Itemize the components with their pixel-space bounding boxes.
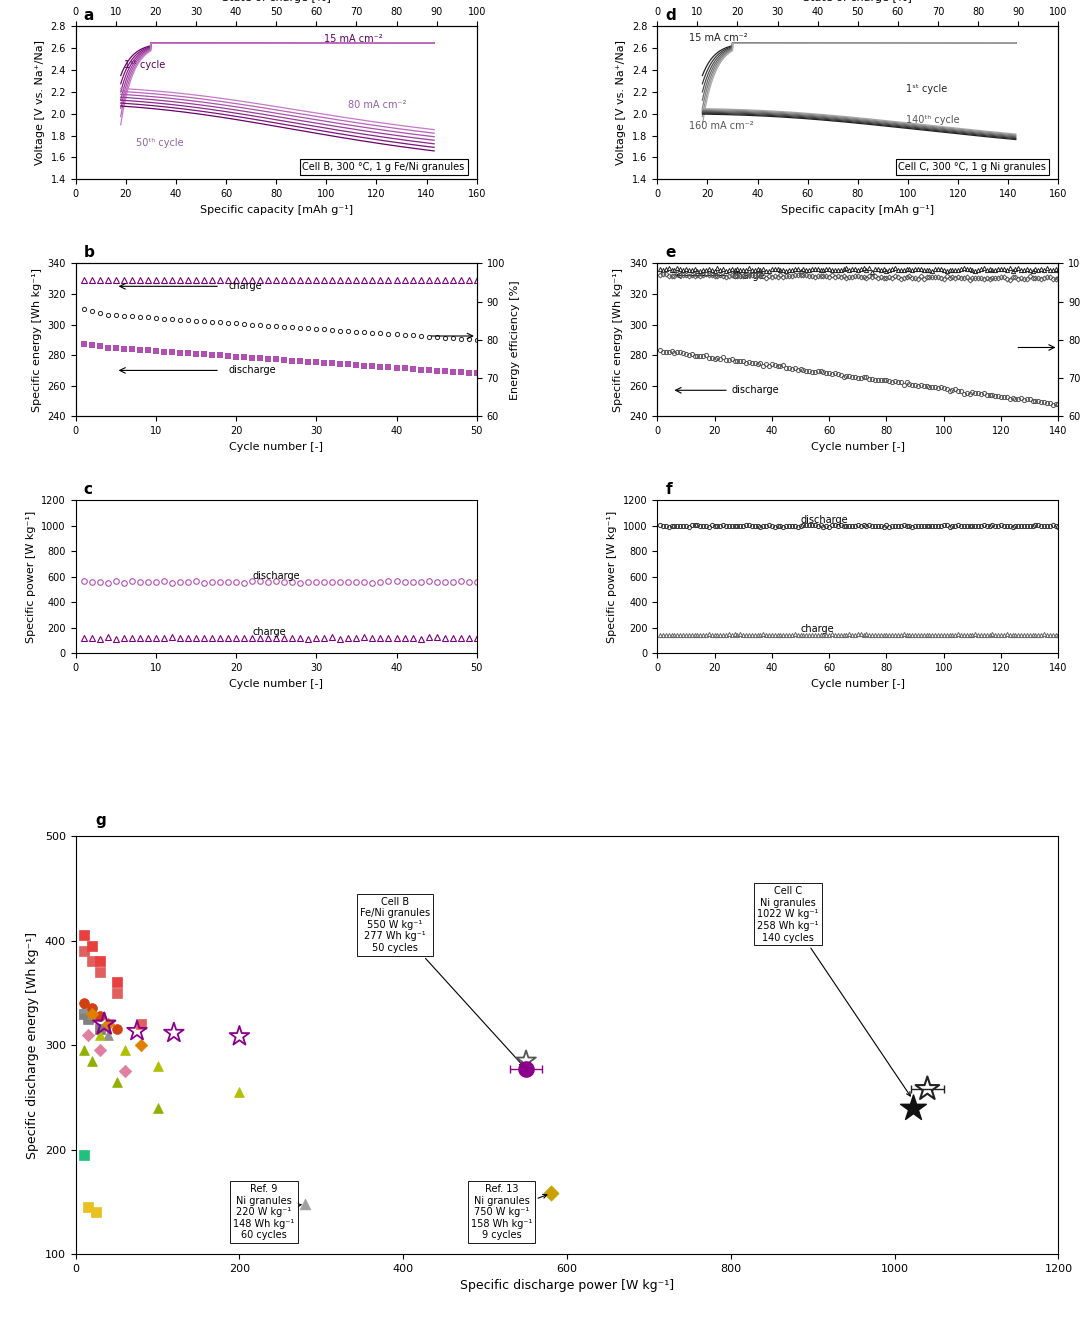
- Text: discharge: discharge: [800, 515, 848, 525]
- Point: [517, 1051, 535, 1072]
- X-axis label: Specific capacity [mAh g⁻¹]: Specific capacity [mAh g⁻¹]: [781, 205, 934, 215]
- Y-axis label: Energy efficiency [%]: Energy efficiency [%]: [511, 280, 521, 400]
- Point: [76, 1040, 93, 1061]
- Point: [99, 1014, 117, 1035]
- Point: [79, 1196, 96, 1217]
- Point: [76, 925, 93, 946]
- Point: [99, 1024, 117, 1045]
- Point: [149, 1056, 166, 1077]
- Point: [108, 1019, 125, 1040]
- Text: 15 mA cm⁻²: 15 mA cm⁻²: [324, 34, 383, 44]
- Point: [542, 1183, 559, 1204]
- Text: Cell B, 300 °C, 1 g Fe/Ni granules: Cell B, 300 °C, 1 g Fe/Ni granules: [302, 161, 464, 172]
- Text: Cell B
Fe/Ni granules
550 W kg⁻¹
277 Wh kg⁻¹
50 cycles: Cell B Fe/Ni granules 550 W kg⁻¹ 277 Wh …: [360, 896, 524, 1067]
- Point: [92, 1040, 109, 1061]
- Point: [904, 1097, 921, 1118]
- Point: [92, 1006, 109, 1027]
- Point: [76, 1144, 93, 1166]
- Text: charge: charge: [800, 623, 834, 634]
- Y-axis label: Specific energy [Wh kg⁻¹]: Specific energy [Wh kg⁻¹]: [31, 268, 42, 412]
- Point: [76, 940, 93, 961]
- Text: discharge: discharge: [252, 572, 300, 581]
- Point: [296, 1193, 313, 1214]
- Point: [76, 993, 93, 1014]
- Point: [83, 936, 100, 957]
- Text: discharge: discharge: [228, 366, 275, 375]
- X-axis label: State of charge [%]: State of charge [%]: [804, 0, 913, 3]
- Point: [231, 1081, 248, 1102]
- Point: [79, 1008, 96, 1030]
- Text: discharge: discharge: [732, 385, 780, 395]
- Point: [108, 972, 125, 993]
- X-axis label: Cycle number [-]: Cycle number [-]: [229, 442, 323, 451]
- Point: [165, 1023, 183, 1044]
- Point: [108, 1071, 125, 1092]
- Text: charge: charge: [228, 281, 261, 292]
- Text: 140ᵗʰ cycle: 140ᵗʰ cycle: [906, 115, 960, 125]
- Point: [76, 998, 93, 1019]
- Point: [83, 950, 100, 972]
- Text: g: g: [95, 813, 106, 828]
- Point: [83, 998, 100, 1019]
- Text: Ref. 9
Ni granules
220 W kg⁻¹
148 Wh kg⁻¹
60 cycles: Ref. 9 Ni granules 220 W kg⁻¹ 148 Wh kg⁻…: [233, 1184, 301, 1241]
- Point: [92, 1024, 109, 1045]
- Point: [117, 1060, 134, 1081]
- Point: [149, 1097, 166, 1118]
- Text: d: d: [665, 8, 676, 24]
- Point: [83, 1051, 100, 1072]
- Point: [517, 1059, 535, 1080]
- Point: [76, 1003, 93, 1024]
- Text: charge: charge: [252, 627, 286, 636]
- Text: f: f: [665, 482, 672, 498]
- Text: Cell C, 300 °C, 1 g Ni granules: Cell C, 300 °C, 1 g Ni granules: [899, 161, 1047, 172]
- Y-axis label: Voltage [V vs. Na⁺/Na]: Voltage [V vs. Na⁺/Na]: [35, 41, 45, 165]
- Y-axis label: Specific energy [Wh kg⁻¹]: Specific energy [Wh kg⁻¹]: [613, 268, 623, 412]
- Point: [133, 1035, 150, 1056]
- X-axis label: State of charge [%]: State of charge [%]: [221, 0, 330, 3]
- Text: 1ˢᵗ cycle: 1ˢᵗ cycle: [906, 84, 947, 95]
- Point: [92, 1019, 109, 1040]
- Text: c: c: [83, 482, 93, 498]
- Y-axis label: Voltage [V vs. Na⁺/Na]: Voltage [V vs. Na⁺/Na]: [617, 41, 626, 165]
- Y-axis label: Specific discharge energy [Wh kg⁻¹]: Specific discharge energy [Wh kg⁻¹]: [26, 932, 39, 1159]
- Point: [92, 961, 109, 982]
- X-axis label: Cycle number [-]: Cycle number [-]: [229, 678, 323, 689]
- Text: a: a: [83, 8, 94, 24]
- Text: Ref. 13
Ni granules
750 W kg⁻¹
158 Wh kg⁻¹
9 cycles: Ref. 13 Ni granules 750 W kg⁻¹ 158 Wh kg…: [471, 1184, 546, 1241]
- Point: [108, 982, 125, 1003]
- Text: 80 mA cm⁻²: 80 mA cm⁻²: [349, 100, 407, 110]
- X-axis label: Cycle number [-]: Cycle number [-]: [811, 442, 905, 451]
- Text: b: b: [83, 246, 94, 260]
- Text: 160 mA cm⁻²: 160 mA cm⁻²: [689, 121, 754, 131]
- X-axis label: Specific discharge power [W kg⁻¹]: Specific discharge power [W kg⁻¹]: [460, 1279, 674, 1292]
- Point: [129, 1020, 146, 1041]
- Y-axis label: Specific power [W kg⁻¹]: Specific power [W kg⁻¹]: [26, 511, 36, 643]
- Text: 1ˢᵗ cycle: 1ˢᵗ cycle: [124, 59, 165, 70]
- Y-axis label: Specific power [W kg⁻¹]: Specific power [W kg⁻¹]: [607, 511, 618, 643]
- Text: 15 mA cm⁻²: 15 mA cm⁻²: [689, 33, 748, 42]
- Text: 50ᵗʰ cycle: 50ᵗʰ cycle: [136, 139, 184, 148]
- Point: [83, 1003, 100, 1024]
- Point: [919, 1078, 936, 1100]
- Point: [117, 1040, 134, 1061]
- X-axis label: Cycle number [-]: Cycle number [-]: [811, 678, 905, 689]
- Point: [83, 1003, 100, 1024]
- Point: [79, 1024, 96, 1045]
- Point: [92, 950, 109, 972]
- X-axis label: Specific capacity [mAh g⁻¹]: Specific capacity [mAh g⁻¹]: [200, 205, 353, 215]
- Point: [231, 1026, 248, 1047]
- Text: e: e: [665, 246, 676, 260]
- Point: [87, 1201, 105, 1222]
- Text: charge: charge: [732, 271, 766, 281]
- Point: [96, 1014, 113, 1035]
- Text: Cell C
Ni granules
1022 W kg⁻¹
258 Wh kg⁻¹
140 cycles: Cell C Ni granules 1022 W kg⁻¹ 258 Wh kg…: [757, 886, 910, 1096]
- Point: [133, 1014, 150, 1035]
